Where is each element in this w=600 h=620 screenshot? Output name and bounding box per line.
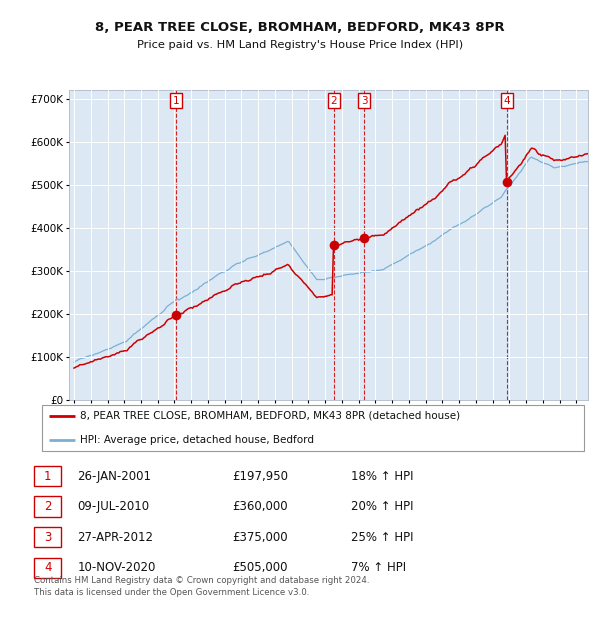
Text: 20% ↑ HPI: 20% ↑ HPI <box>351 500 413 513</box>
FancyBboxPatch shape <box>42 405 584 451</box>
Text: 8, PEAR TREE CLOSE, BROMHAM, BEDFORD, MK43 8PR (detached house): 8, PEAR TREE CLOSE, BROMHAM, BEDFORD, MK… <box>80 411 460 421</box>
Text: £505,000: £505,000 <box>233 561 288 574</box>
Text: 25% ↑ HPI: 25% ↑ HPI <box>351 531 413 544</box>
FancyBboxPatch shape <box>34 558 61 578</box>
Text: 09-JUL-2010: 09-JUL-2010 <box>77 500 150 513</box>
Text: 26-JAN-2001: 26-JAN-2001 <box>77 469 152 482</box>
FancyBboxPatch shape <box>34 527 61 547</box>
Text: 1: 1 <box>172 95 179 105</box>
Text: 4: 4 <box>44 561 52 574</box>
Text: £360,000: £360,000 <box>233 500 289 513</box>
Text: 3: 3 <box>361 95 367 105</box>
Text: 7% ↑ HPI: 7% ↑ HPI <box>351 561 406 574</box>
Text: 8, PEAR TREE CLOSE, BROMHAM, BEDFORD, MK43 8PR: 8, PEAR TREE CLOSE, BROMHAM, BEDFORD, MK… <box>95 21 505 33</box>
Text: 3: 3 <box>44 531 52 544</box>
Text: 2: 2 <box>331 95 337 105</box>
Text: £197,950: £197,950 <box>233 469 289 482</box>
Text: Price paid vs. HM Land Registry's House Price Index (HPI): Price paid vs. HM Land Registry's House … <box>137 40 463 50</box>
Text: 1: 1 <box>44 469 52 482</box>
Text: 2: 2 <box>44 500 52 513</box>
Text: 27-APR-2012: 27-APR-2012 <box>77 531 154 544</box>
Text: 4: 4 <box>503 95 510 105</box>
Text: £375,000: £375,000 <box>233 531 289 544</box>
FancyBboxPatch shape <box>34 497 61 517</box>
Text: 10-NOV-2020: 10-NOV-2020 <box>77 561 156 574</box>
Text: Contains HM Land Registry data © Crown copyright and database right 2024.
This d: Contains HM Land Registry data © Crown c… <box>34 576 370 597</box>
Text: 18% ↑ HPI: 18% ↑ HPI <box>351 469 413 482</box>
FancyBboxPatch shape <box>34 466 61 486</box>
Text: HPI: Average price, detached house, Bedford: HPI: Average price, detached house, Bedf… <box>80 435 314 445</box>
